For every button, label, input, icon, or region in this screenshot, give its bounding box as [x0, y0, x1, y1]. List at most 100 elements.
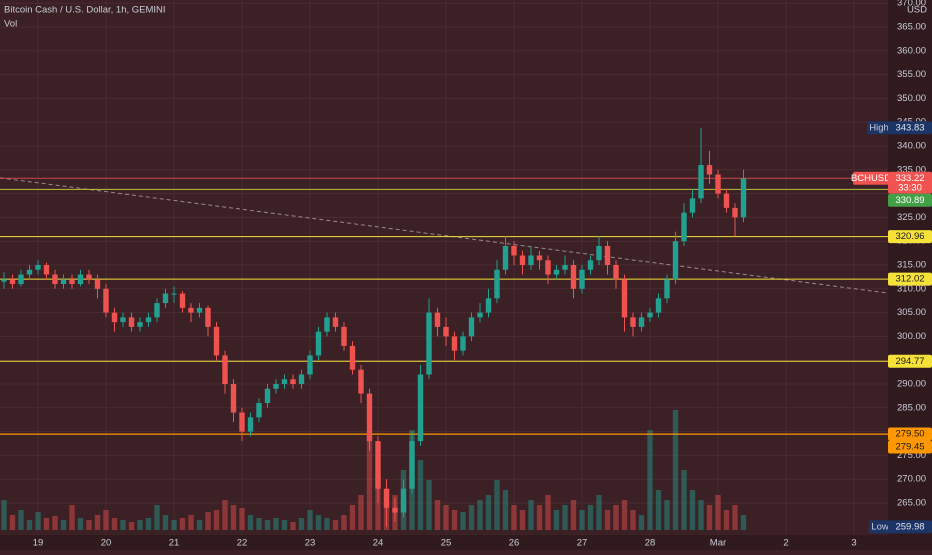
grid [0, 0, 888, 535]
volume-bar [426, 480, 432, 530]
volume-bar [18, 510, 24, 530]
volume-bar [358, 495, 364, 530]
candle-body [426, 312, 432, 375]
candle-body [502, 245, 509, 270]
candle-body [290, 379, 296, 385]
candle-body [740, 178, 747, 218]
candle-body [468, 317, 475, 337]
x-tick-label: 2 [783, 538, 788, 549]
y-tick-label: 305.00 [897, 307, 926, 318]
volume-label: Vol [4, 19, 17, 30]
candle-body [553, 269, 560, 275]
candle-body [689, 198, 696, 213]
candle-body [298, 374, 305, 385]
candle-body [60, 279, 67, 285]
candle-body [485, 298, 492, 313]
level-label: 279.50 [895, 429, 924, 440]
candle-body [434, 312, 441, 327]
volume-bar [451, 510, 458, 530]
x-tick-label: 25 [441, 538, 452, 549]
lines-layer [0, 177, 889, 435]
volume-bar [26, 520, 33, 530]
volume-bar [630, 510, 636, 530]
volume-bar [596, 495, 602, 530]
candle-body [528, 255, 534, 266]
candle-body [604, 245, 611, 266]
y-tick-label: 355.00 [897, 69, 926, 80]
low-tag [869, 520, 891, 534]
y-tick-label: 290.00 [897, 379, 926, 390]
candle-body [171, 293, 177, 295]
symbol-tag [853, 171, 889, 185]
volume-bar [562, 505, 568, 530]
volume-bar [281, 520, 288, 530]
volume-bar [417, 460, 424, 530]
candle-body [587, 260, 594, 270]
volume-bar [154, 505, 160, 530]
high-label: 343.83 [895, 122, 924, 133]
x-tick-label: 23 [305, 538, 316, 549]
candle-body [519, 255, 526, 266]
y-tick-label: 285.00 [897, 402, 926, 413]
y-tick-label: 370.00 [897, 0, 926, 9]
candle-body [18, 274, 24, 285]
volume-bar [256, 518, 262, 530]
candle-body [366, 393, 373, 442]
candle-body [621, 279, 628, 318]
volume-bar [604, 510, 611, 530]
level-label: 320.96 [895, 231, 924, 242]
volume-bar [324, 518, 330, 530]
level-box [888, 440, 932, 454]
candle-body [315, 331, 322, 356]
candle-body [579, 269, 585, 289]
volume-bar [77, 518, 84, 530]
y-tick-label: 310.00 [897, 283, 926, 294]
y-tick-label: 315.00 [897, 260, 926, 271]
candle-body [1, 279, 7, 282]
volume-bar [230, 505, 237, 530]
chart-title: Bitcoin Cash / U.S. Dollar, 1h, GEMINI [4, 5, 166, 16]
candle-body [94, 279, 101, 289]
candle-body [630, 317, 636, 327]
volume-bar [715, 495, 721, 530]
volume-bar [664, 500, 670, 530]
volume-bar [179, 518, 186, 530]
volume-bar [35, 512, 41, 530]
candle-body [672, 241, 679, 280]
volume-bar [545, 495, 551, 530]
volume-bar [689, 490, 696, 530]
candle-body [324, 317, 330, 332]
volume-bar [213, 510, 220, 530]
volume-bar [647, 430, 653, 530]
volume-bar [188, 515, 194, 530]
y-tick-label: 265.00 [897, 498, 926, 509]
volume-bar [587, 505, 594, 530]
candle-body [409, 441, 415, 489]
volume-bar [502, 490, 509, 530]
volume-bar [698, 500, 704, 530]
x-tick-label: Mar [710, 538, 726, 549]
x-tick-label: 19 [33, 538, 44, 549]
low-tag-label: Low [871, 521, 889, 532]
volume-bar [536, 505, 543, 530]
trend-line [0, 177, 889, 294]
candle-body [43, 265, 50, 275]
x-tick-label: 3 [851, 538, 856, 549]
candle-body [128, 317, 135, 327]
volume-bar [349, 505, 356, 530]
candle-body [400, 488, 407, 513]
candle-body [664, 279, 670, 299]
candle-body [536, 255, 543, 261]
candle-body [154, 303, 160, 318]
volume-bar [468, 505, 475, 530]
volume-bar [264, 520, 271, 530]
high-tag [867, 121, 891, 135]
volume-bar [366, 435, 373, 530]
x-tick-label: 21 [169, 538, 180, 549]
volume-bar [111, 518, 118, 530]
candle-body [69, 279, 75, 285]
candle-body [723, 193, 730, 208]
candle-body [655, 298, 662, 313]
candle-body [732, 207, 738, 218]
volume-bar [613, 505, 619, 530]
